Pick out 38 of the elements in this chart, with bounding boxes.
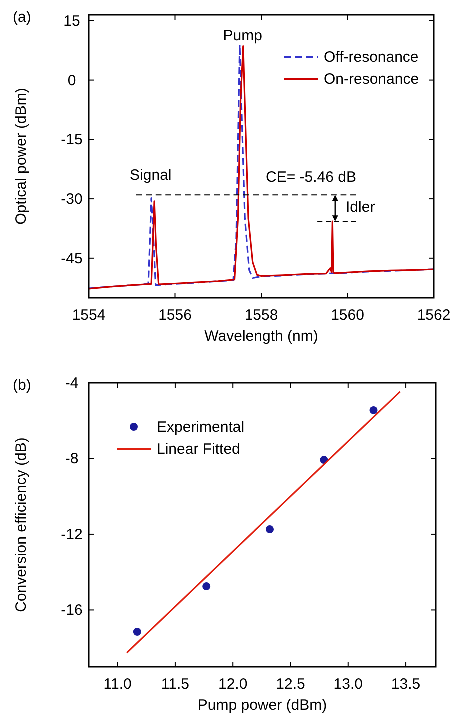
point [202,582,211,591]
chart-title: (b) [13,377,32,394]
y-axis-title: Optical power (dBm) [13,88,30,225]
y-tick-label: -16 [61,602,83,620]
chart-title: (a) [13,9,32,26]
point [266,526,274,534]
y-tick-label: -8 [65,450,79,468]
x-tick-label: 1562 [417,307,451,324]
x-tick-label: 11.5 [161,676,190,693]
x-tick-label: 1556 [158,307,192,324]
point [370,406,378,414]
x-tick-label: 11.0 [104,676,132,693]
y-tick-label: 0 [68,72,76,90]
x-axis-title: Wavelength (nm) [204,328,318,345]
x-tick-label: 12.5 [276,676,306,693]
y-tick-label: -15 [61,132,83,149]
legend-label: Off-resonance [324,49,419,66]
y-tick-label: -30 [61,191,83,208]
x-tick-label: 12.0 [218,676,248,693]
y-axis-title: Conversion efficiency (dB) [13,438,30,612]
y-tick-label: -12 [61,526,83,544]
annotation: Signal [130,166,172,184]
annotation: CE= -5.46 dB [266,168,356,186]
y-tick-label: -4 [65,375,79,392]
legend-label: On-resonance [324,71,420,88]
x-tick-label: 1560 [331,307,364,324]
y-tick-label: 15 [64,12,80,30]
x-tick-label: 13.5 [391,676,421,693]
x-tick-label: 13.0 [334,676,363,693]
legend-label: Linear Fitted [157,441,240,458]
annotation: Idler [346,198,376,216]
x-axis-title: Pump power (dBm) [198,697,328,714]
annotation: Pump [223,27,262,44]
x-tick-label: 1558 [244,307,278,324]
point [133,628,142,636]
legend-label: Experimental [157,419,245,436]
y-tick-label: -45 [61,250,83,268]
x-tick-label: 1554 [72,307,106,324]
